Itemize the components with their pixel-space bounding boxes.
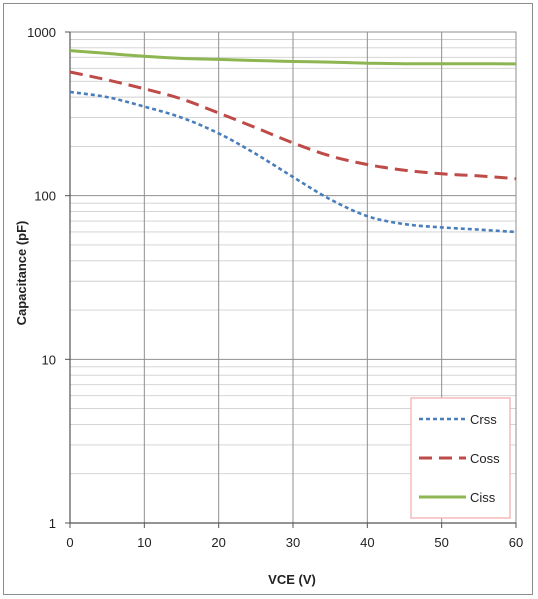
x-tick-label: 20: [211, 535, 225, 550]
x-tick-label: 40: [360, 535, 374, 550]
y-tick-label: 10: [42, 352, 56, 367]
x-tick-label: 0: [66, 535, 73, 550]
legend-label-coss: Coss: [470, 451, 500, 466]
axes-layer: 0 10 20 30 40 50 60 1 10 100 1000: [27, 25, 523, 550]
y-tick-label: 1000: [27, 25, 56, 40]
x-tick-label: 30: [286, 535, 300, 550]
series-line-coss: [69, 70, 517, 181]
legend-label-ciss: Ciss: [470, 490, 496, 505]
series-layer: [69, 49, 517, 234]
x-tick-label: 50: [434, 535, 448, 550]
y-tick-label: 1: [49, 516, 56, 531]
legend: Crss Coss Ciss: [410, 397, 511, 519]
series-line-crss: [69, 90, 517, 234]
x-tick-label: 60: [509, 535, 523, 550]
y-axis-title: Capacitance (pF): [14, 221, 29, 326]
x-axis-title: VCE (V): [268, 572, 316, 587]
x-tick-label: 10: [137, 535, 151, 550]
series-line-ciss: [69, 49, 517, 66]
y-tick-label: 100: [34, 189, 56, 204]
legend-label-crss: Crss: [470, 412, 497, 427]
